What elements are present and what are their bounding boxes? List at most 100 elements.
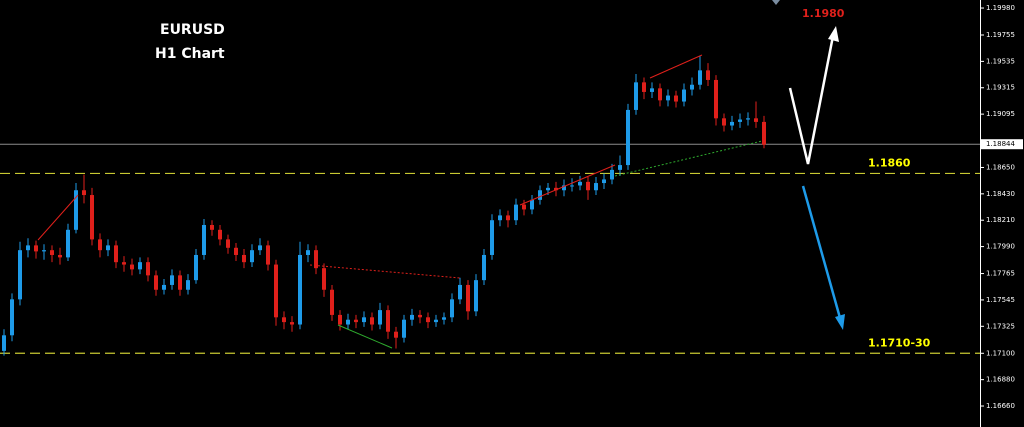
candle-body (322, 268, 326, 290)
candle-body (146, 262, 150, 276)
y-tick-label: 1.17990 (986, 243, 1015, 251)
candle-body (98, 239, 102, 251)
candle-body (762, 121, 766, 145)
candle-body (90, 195, 94, 240)
candle-body (138, 262, 142, 270)
candle-body (202, 225, 206, 255)
candle-body (218, 229, 222, 240)
candle-body (362, 317, 366, 323)
candle-body (306, 250, 310, 255)
candle-body (314, 250, 318, 269)
candle-body (506, 215, 510, 221)
candle-body (226, 239, 230, 248)
y-tick-label: 1.17765 (986, 270, 1015, 278)
chart-subtitle: H1 Chart (155, 46, 225, 62)
candle-body (562, 185, 566, 191)
candle-body (178, 275, 182, 290)
candle-body (642, 82, 646, 92)
candle-body (682, 89, 686, 102)
candle-body (530, 199, 534, 210)
candle-body (130, 264, 134, 270)
candle-body (554, 187, 558, 191)
candle-body (418, 314, 422, 318)
candle-body (10, 299, 14, 336)
candle-body (274, 264, 278, 318)
candle-body (458, 284, 462, 300)
candle-body (410, 314, 414, 320)
trend-line (37, 194, 79, 241)
candle-body (298, 254, 302, 325)
candle-body (626, 109, 630, 166)
candle-body (378, 310, 382, 325)
trend-lines (37, 54, 763, 349)
candle-body (66, 229, 70, 258)
candle-body (402, 319, 406, 338)
trend-line (649, 54, 703, 79)
candle-body (578, 181, 582, 186)
candle-body (538, 190, 542, 200)
y-tick-label: 1.17545 (986, 296, 1015, 304)
candle-body (186, 280, 190, 290)
candle-body (514, 204, 518, 221)
arrow-head (828, 26, 839, 42)
candle-body (242, 254, 246, 263)
candle-body (674, 95, 678, 102)
candle-body (570, 185, 574, 187)
candle-body (106, 245, 110, 251)
candle-body (522, 204, 526, 210)
current-price-label: 1.18844 (986, 140, 1015, 148)
candle-body (722, 118, 726, 126)
candle-body (730, 121, 734, 126)
y-tick-label: 1.18210 (986, 216, 1015, 224)
candle-body (354, 319, 358, 323)
candle-body (482, 254, 486, 281)
candle-body (2, 335, 6, 351)
candles (2, 55, 766, 356)
candle-body (754, 118, 758, 122)
y-tick-label: 1.19095 (986, 110, 1015, 118)
candle-body (338, 314, 342, 325)
candle-body (18, 250, 22, 300)
candle-body (258, 245, 262, 251)
projection-arrows (788, 26, 845, 330)
candle-body (250, 250, 254, 263)
candle-body (690, 84, 694, 90)
candle-body (386, 310, 390, 332)
candle-body (210, 225, 214, 230)
level-label: 1.1710-30 (868, 336, 931, 349)
candle-body (618, 165, 622, 170)
candle-body (50, 250, 54, 255)
candle-body (394, 331, 398, 338)
candle-body (330, 289, 334, 315)
candle-body (714, 79, 718, 119)
candle-body (426, 317, 430, 323)
candle-body (194, 254, 198, 281)
candle-body (602, 179, 606, 184)
candle-body (698, 70, 702, 85)
arrow-head (835, 314, 845, 330)
candle-body (282, 317, 286, 323)
candle-body (234, 247, 238, 255)
candle-body (74, 190, 78, 230)
candle-body (154, 275, 158, 290)
candle-body (666, 95, 670, 101)
y-tick-label: 1.18430 (986, 190, 1015, 198)
candle-body (122, 262, 126, 265)
candle-body (266, 245, 270, 265)
candle-body (114, 245, 118, 263)
y-tick-label: 1.19315 (986, 84, 1015, 92)
candle-body (706, 70, 710, 80)
candle-body (658, 88, 662, 101)
y-tick-label: 1.17325 (986, 322, 1015, 330)
y-tick-label: 1.19980 (986, 4, 1015, 12)
candle-body (442, 317, 446, 320)
ticks: 1.19980 1.19755 1.19535 1.19315 1.19095 1.186… (980, 4, 1015, 410)
y-tick-label: 1.18650 (986, 163, 1015, 171)
y-tick-label: 1.16660 (986, 402, 1015, 410)
candle-body (434, 319, 438, 323)
y-tick-label: 1.16880 (986, 376, 1015, 384)
candle-body (26, 245, 30, 251)
candle-body (170, 275, 174, 285)
